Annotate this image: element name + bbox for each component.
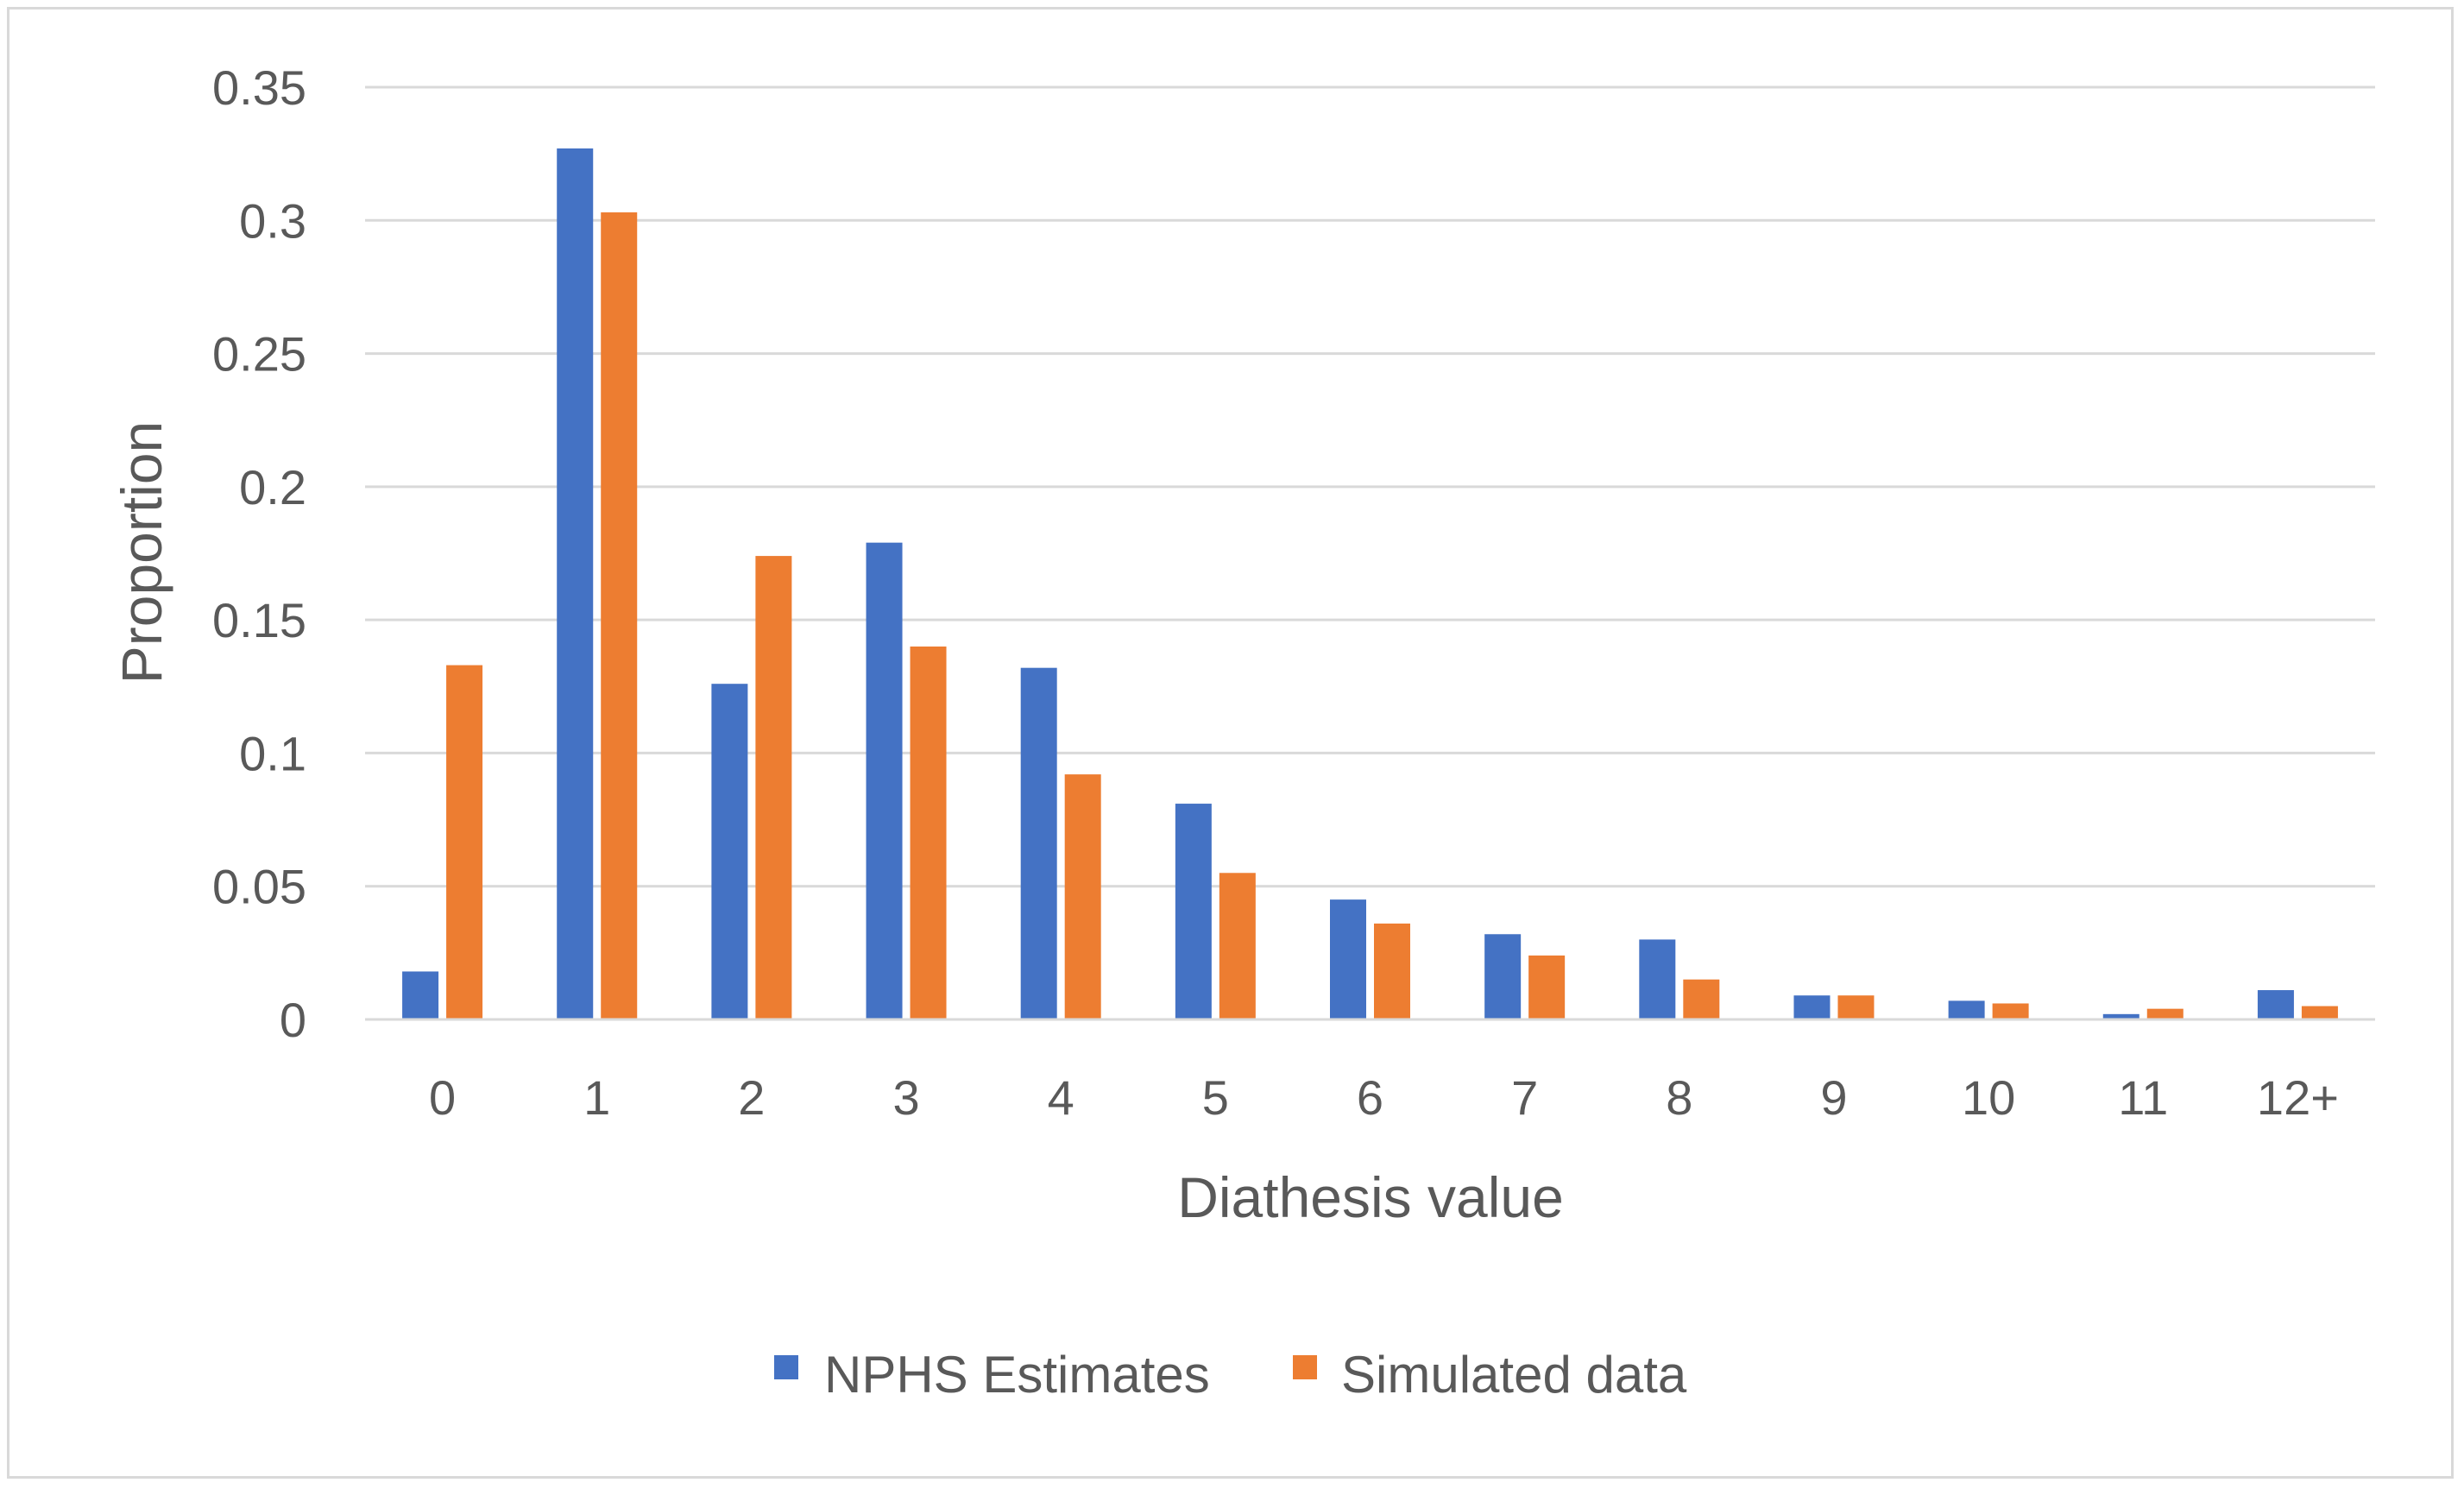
x-tick-label: 12+ [2257, 1070, 2339, 1125]
x-tick-label: 5 [1202, 1070, 1229, 1125]
x-tick-label: 4 [1048, 1070, 1074, 1125]
y-tick-label: 0.2 [239, 460, 306, 514]
x-tick-label: 11 [2118, 1070, 2168, 1125]
x-tick-label: 7 [1511, 1070, 1538, 1125]
bar-nphs-estimates-11 [2102, 1013, 2139, 1019]
bar-simulated-data-12plus [2301, 1006, 2338, 1019]
bar-nphs-estimates-3 [866, 542, 903, 1019]
y-tick-label: 0.35 [212, 60, 306, 115]
x-tick-label: 0 [429, 1070, 456, 1125]
y-tick-label: 0.3 [239, 193, 306, 248]
bar-simulated-data-7 [1528, 955, 1566, 1019]
legend-label-simulated-data: Simulated data [1341, 1346, 1687, 1404]
bar-nphs-estimates-6 [1330, 899, 1366, 1019]
y-tick-label: 0 [280, 993, 306, 1047]
bar-simulated-data-6 [1374, 923, 1410, 1019]
bar-simulated-data-10 [1992, 1003, 2029, 1019]
x-tick-label: 9 [1820, 1070, 1847, 1125]
y-tick-label: 0.05 [212, 860, 306, 914]
bar-simulated-data-9 [1837, 995, 1875, 1019]
y-tick-label: 0.1 [239, 726, 306, 780]
legend-swatch-simulated-data [1293, 1355, 1317, 1379]
bar-simulated-data-3 [910, 647, 947, 1019]
legend-item-nphs-estimates: NPHS Estimates [774, 1346, 1210, 1404]
y-tick-label: 0.25 [212, 327, 306, 382]
bar-simulated-data-0 [446, 665, 483, 1019]
bar-nphs-estimates-8 [1639, 939, 1676, 1019]
x-axis-ticks: 0 1 2 3 4 5 6 7 8 9 10 11 12+ [429, 1070, 2339, 1125]
bar-nphs-estimates-9 [1793, 995, 1831, 1019]
x-tick-label: 1 [583, 1070, 610, 1125]
bar-simulated-data-11 [2146, 1008, 2184, 1019]
x-axis-title: Diathesis value [1177, 1165, 1564, 1229]
legend-swatch-nphs-estimates [774, 1355, 798, 1379]
legend-label-nphs-estimates: NPHS Estimates [824, 1346, 1210, 1404]
bar-nphs-estimates-10 [1948, 1000, 1985, 1019]
legend: NPHS Estimates Simulated data [774, 1346, 1687, 1404]
x-tick-label: 8 [1666, 1070, 1692, 1125]
bar-simulated-data-4 [1064, 774, 1101, 1019]
x-tick-label: 2 [738, 1070, 765, 1125]
x-tick-label: 6 [1357, 1070, 1383, 1125]
bar-nphs-estimates-5 [1175, 804, 1212, 1019]
bar-nphs-estimates-1 [557, 148, 594, 1019]
x-tick-label: 3 [892, 1070, 919, 1125]
bar-nphs-estimates-12plus [2257, 990, 2294, 1019]
bar-simulated-data-1 [601, 212, 638, 1019]
bar-nphs-estimates-2 [711, 684, 748, 1019]
bar-simulated-data-5 [1219, 873, 1256, 1019]
y-axis-title: Proportion [110, 421, 173, 685]
chart-frame [7, 7, 2454, 1479]
bar-nphs-estimates-4 [1020, 667, 1057, 1019]
bar-nphs-estimates-7 [1484, 934, 1522, 1019]
bar-nphs-estimates-0 [402, 971, 439, 1019]
bars [402, 148, 2338, 1019]
bar-simulated-data-8 [1683, 979, 1720, 1019]
legend-item-simulated-data: Simulated data [1293, 1346, 1687, 1404]
bar-simulated-data-2 [755, 556, 792, 1019]
y-axis-ticks: 0 0.05 0.1 0.15 0.2 0.25 0.3 0.35 [212, 60, 306, 1047]
y-tick-label: 0.15 [212, 593, 306, 647]
gridlines [365, 85, 2375, 888]
x-tick-label: 10 [1962, 1070, 2015, 1125]
